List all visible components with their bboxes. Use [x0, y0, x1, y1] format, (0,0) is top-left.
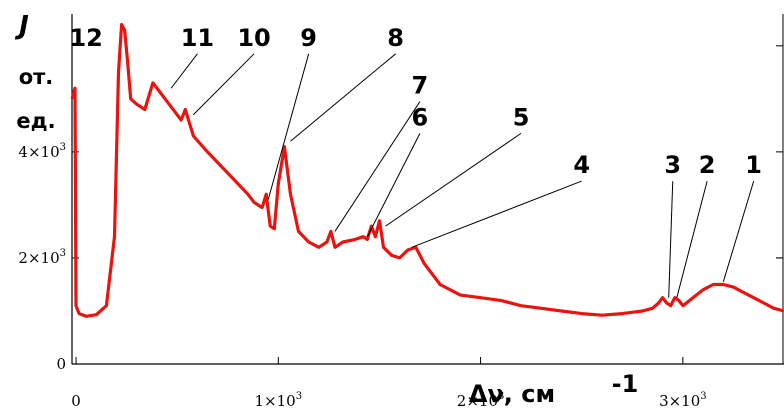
peak-label: 5 [513, 103, 530, 131]
x-axis-label-exponent: -1 [612, 370, 639, 398]
x-tick-exponent: 3 [498, 391, 504, 402]
y-tick-exponent: 3 [60, 248, 66, 259]
peak-leader-line [676, 180, 708, 298]
x-tick-exponent: 3 [296, 391, 302, 402]
peak-label: 10 [237, 24, 270, 52]
tick-group: 0 1×103 2×103 3×103 0 2×103 4×103 [18, 45, 783, 410]
peak-leader-line [334, 101, 421, 232]
x-tick-label: 3×103 [659, 391, 707, 410]
series-group [70, 23, 784, 318]
spectrum-line [70, 23, 784, 318]
peak-label: 1 [745, 151, 762, 179]
peak-label: 7 [412, 72, 429, 100]
y-axis-label: J [14, 11, 29, 41]
annotation-group: 12 11 10 9 87 6 5 4 3 2 1 [69, 24, 762, 298]
peak-leader-line [668, 181, 674, 298]
peak-label: 2 [699, 151, 716, 179]
peak-leader-line [366, 133, 421, 237]
x-tick-label: 2×103 [457, 391, 505, 410]
peak-leader-line [411, 180, 582, 248]
y-tick-label: 4×103 [18, 142, 66, 161]
peak-leader-line [385, 132, 522, 227]
axis-label-group: Jот. ед. Δν, см -1 [14, 11, 638, 408]
peak-leader-line [193, 53, 255, 116]
peak-label: 12 [69, 24, 102, 52]
x-tick-exponent: 3 [700, 391, 706, 402]
peak-label: 9 [300, 24, 317, 52]
peak-leader-line [290, 53, 396, 142]
peak-label: 8 [387, 24, 404, 52]
peak-label: 11 [181, 24, 214, 52]
x-axis-label: Δν, см [469, 380, 555, 408]
peak-leader-line [722, 180, 755, 282]
peak-label: 6 [412, 103, 429, 131]
axes [71, 14, 784, 365]
peak-leader-line [170, 53, 198, 89]
peak-leader-line [267, 53, 310, 200]
y-tick-exponent: 3 [60, 142, 66, 153]
x-tick-label: 1×103 [255, 391, 303, 410]
y-axis-label: ед. [16, 109, 55, 133]
y-tick-label: 0 [56, 355, 66, 373]
x-tick-label: 0 [71, 392, 81, 410]
peak-label: 4 [573, 151, 590, 179]
y-axis-label: от. [19, 65, 54, 89]
y-tick-label: 2×103 [18, 248, 66, 267]
peak-label: 3 [664, 151, 681, 179]
